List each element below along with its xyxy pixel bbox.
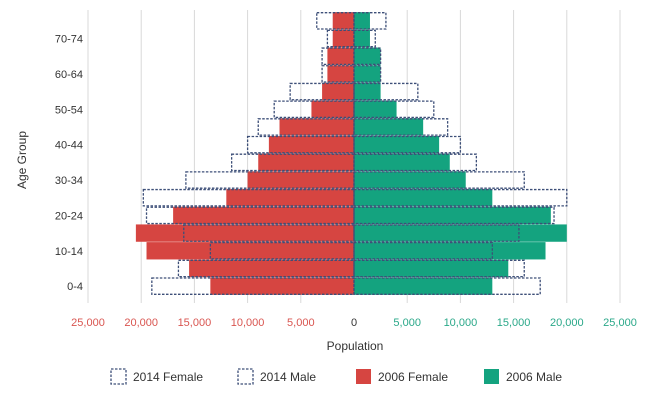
x-axis-title: Population [327,339,384,353]
bar-2014-male-70-74 [353,29,376,48]
y-tick-label: 70-74 [55,34,83,46]
bar-2014-female-45-49 [257,118,355,136]
bar-2014-male-35-39 [353,153,478,172]
bar-2006-female-45-49 [279,118,354,136]
bar-2014-male-5-9 [353,259,525,278]
bar-2006-male-30-34 [354,171,466,189]
bar-2006-male-70-74 [354,29,370,48]
bar-2014-male-30-34 [353,171,525,189]
bar-2006-female-10-14 [146,242,354,260]
bar-2006-male-55-59 [354,82,381,101]
bar-2006-female-65-69 [327,47,354,65]
outline-bars-2014 [142,12,568,295]
bar-2014-male-75+ [353,12,387,30]
x-tick-label: 5,000 [287,317,315,329]
x-tick-label: 25,000 [603,317,637,329]
y-tick-label: 10-14 [55,246,83,258]
x-tick-label: 10,000 [444,317,478,329]
bar-2014-male-60-64 [353,65,382,83]
bar-2006-female-15-19 [135,224,354,242]
bar-2014-female-25-29 [142,188,355,207]
bar-2006-female-20-24 [173,206,354,225]
y-tick-label: 50-54 [55,104,83,116]
bar-2014-female-70-74 [326,29,355,48]
bar-2006-female-60-64 [327,65,354,83]
bar-2006-female-40-44 [268,135,354,154]
bar-2006-male-5-9 [354,259,509,278]
bar-2006-male-50-54 [354,100,397,118]
bar-2014-male-55-59 [353,82,419,101]
y-tick-label: 60-64 [55,69,83,81]
legend-label: 2014 Female [133,370,203,384]
bar-2014-male-20-24 [353,206,555,225]
bar-2006-female-50-54 [311,100,354,118]
bar-2006-female-35-39 [258,153,354,172]
x-tick-label: 20,000 [124,317,158,329]
bar-2006-female-0-4 [210,277,354,295]
bar-2006-male-0-4 [354,277,493,295]
legend-swatch [484,369,499,384]
bar-2014-female-40-44 [246,135,355,154]
bar-2014-male-10-14 [353,241,493,260]
bar-2014-male-15-19 [353,224,520,242]
bar-2006-male-20-24 [354,206,551,225]
solid-bars-2006 [135,12,567,295]
bar-2014-female-50-54 [273,100,355,119]
bar-2014-male-25-29 [353,188,568,207]
bar-2006-male-75+ [354,12,370,30]
bar-2006-male-40-44 [354,135,440,154]
bar-2014-male-65-69 [353,47,382,66]
legend-item-2014-male: 2014 Male [237,368,316,385]
x-tick-label: 10,000 [231,317,265,329]
legend-swatch [237,368,254,385]
bar-2014-female-35-39 [230,153,355,172]
bar-2006-male-15-19 [354,224,567,242]
bar-2014-male-45-49 [353,118,449,136]
bar-2006-female-25-29 [226,189,354,207]
legend-swatch [110,368,127,385]
bar-2006-male-65-69 [354,47,381,65]
bar-2014-male-50-54 [353,100,435,119]
legend-label: 2014 Male [260,370,316,384]
y-axis-ticks: 0-4 10-14 20-24 30-34 40-44 50-54 60-64 70-74 [55,34,83,294]
y-tick-label: 40-44 [55,140,83,152]
bar-2006-female-70-74 [332,29,354,48]
bar-2014-male-0-4 [353,277,541,295]
bar-2006-male-35-39 [354,153,450,172]
bar-2006-female-75+ [332,12,354,30]
y-tick-label: 30-34 [55,175,83,187]
x-tick-label: 15,000 [497,317,531,329]
legend-label: 2006 Male [506,370,562,384]
bar-2014-male-40-44 [353,135,462,154]
y-axis-title: Age Group [15,131,29,189]
x-tick-label: 15,000 [178,317,212,329]
x-tick-label: 5,000 [393,317,421,329]
bar-2006-male-25-29 [354,189,493,207]
legend-swatch [356,369,371,384]
legend-item-2006-female: 2006 Female [356,369,448,384]
x-tick-label: 20,000 [550,317,584,329]
x-tick-label: 25,000 [71,317,105,329]
bar-2006-female-30-34 [247,171,354,189]
legend: 2014 Female 2014 Male 2006 Female 2006 Male [110,368,562,385]
legend-label: 2006 Female [378,370,448,384]
y-tick-label: 20-24 [55,210,83,222]
x-axis-ticks: 25,000 20,000 15,000 10,000 5,000 0 5,000 10,00… [71,317,637,329]
bar-2006-female-5-9 [189,259,354,278]
bar-2006-male-60-64 [354,65,381,83]
bar-2006-male-10-14 [354,242,546,260]
y-tick-label: 0-4 [67,281,83,293]
x-tick-label: 0 [351,317,357,329]
legend-item-2006-male: 2006 Male [484,369,562,384]
bar-2006-female-55-59 [322,82,354,101]
bar-2006-male-45-49 [354,118,424,136]
legend-item-2014-female: 2014 Female [110,368,203,385]
